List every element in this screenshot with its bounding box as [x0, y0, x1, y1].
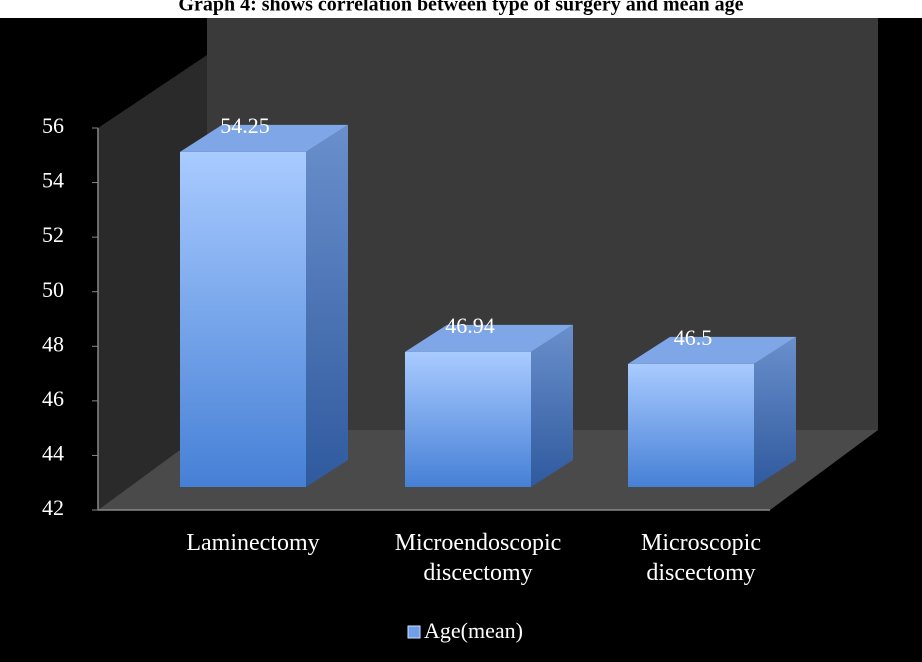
chart-title: Graph 4: shows correlation between type … [178, 0, 743, 16]
x-tick-label: Microendoscopic discectomy [394, 530, 562, 586]
legend-swatch [407, 625, 421, 639]
x-tick-label: Microscopic discectomy [641, 530, 761, 586]
y-tick-label: 44 [42, 440, 64, 465]
y-tick-label: 50 [42, 277, 64, 302]
legend-label: Age(mean) [424, 618, 523, 643]
y-tick-label: 46 [42, 386, 64, 411]
value-label: 54.25 [220, 113, 270, 138]
bar-top [628, 336, 796, 364]
y-tick-label: 48 [42, 331, 64, 356]
bar-top [180, 124, 348, 152]
y-tick-label: 52 [42, 222, 64, 247]
bar-side [531, 324, 573, 487]
side-wall [98, 55, 207, 510]
value-label: 46.94 [445, 313, 495, 338]
bar [628, 363, 754, 487]
bar-side [306, 124, 348, 487]
bar [180, 151, 306, 487]
y-tick-label: 56 [42, 113, 64, 138]
y-tick-label: 42 [42, 495, 64, 520]
bar-top [405, 324, 573, 352]
y-tick-label: 54 [42, 168, 64, 193]
x-tick-label: Laminectomy [186, 530, 320, 556]
bar [405, 351, 531, 487]
value-label: 46.5 [674, 325, 713, 350]
bar-side [754, 336, 796, 487]
